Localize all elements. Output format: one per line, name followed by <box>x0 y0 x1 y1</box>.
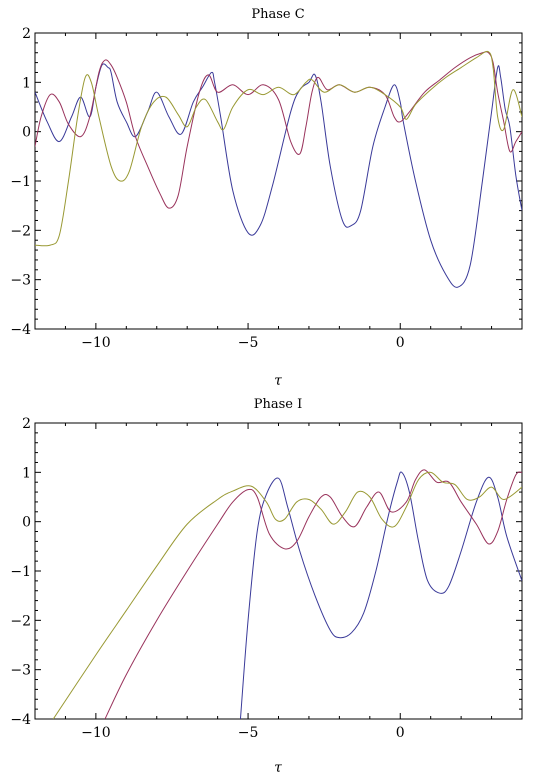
y-tick-label: −3 <box>10 273 31 289</box>
y-tick-label: 1 <box>22 465 31 481</box>
y-tick-label: 0 <box>22 125 31 141</box>
x-tick-label: −5 <box>238 725 259 741</box>
chart-title: Phase I <box>254 397 303 412</box>
x-axis-label: τ <box>274 760 282 776</box>
y-tick-label: −2 <box>10 223 31 239</box>
series-line-2 <box>35 51 522 209</box>
y-tick-label: −1 <box>10 174 31 190</box>
y-tick-label: −1 <box>10 564 31 580</box>
y-tick-label: 2 <box>22 26 31 42</box>
y-tick-label: −4 <box>10 322 31 338</box>
series-line-1 <box>35 63 522 288</box>
chart-title: Phase C <box>251 7 304 22</box>
x-tick-label: 0 <box>396 725 405 741</box>
y-tick-label: 0 <box>22 515 31 531</box>
y-tick-label: −4 <box>10 712 31 728</box>
x-tick-label: −10 <box>81 725 111 741</box>
series-line-2 <box>104 469 522 719</box>
series-group <box>35 50 522 288</box>
plot-frame <box>34 422 523 720</box>
series-group <box>52 469 522 719</box>
series-line-3 <box>35 50 522 247</box>
series-line-3 <box>52 471 522 719</box>
x-tick-label: 0 <box>396 335 405 351</box>
x-tick-label: −10 <box>81 335 111 351</box>
series-line-1 <box>239 471 522 719</box>
plot-frame <box>34 32 523 330</box>
y-tick-label: 1 <box>22 75 31 91</box>
x-tick-label: −5 <box>238 335 259 351</box>
y-tick-label: −3 <box>10 663 31 679</box>
y-tick-label: −2 <box>10 613 31 629</box>
y-tick-label: 2 <box>22 416 31 432</box>
x-axis-label: τ <box>274 373 282 389</box>
